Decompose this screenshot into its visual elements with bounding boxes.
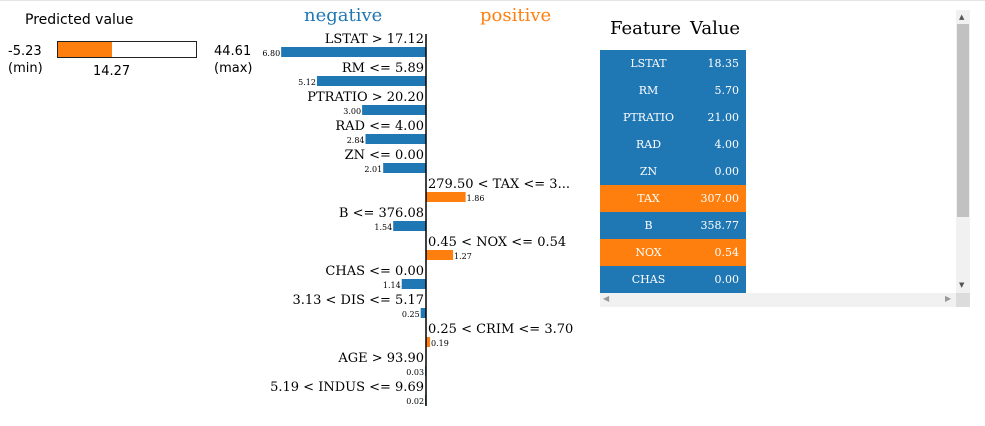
table-row: RM 5.70 <box>600 77 746 104</box>
positive-header: positive <box>480 5 552 26</box>
scroll-down-icon[interactable]: ▼ <box>959 281 965 289</box>
feature-name-cell: B <box>644 219 653 232</box>
bar-value-label: 2.84 <box>347 136 365 145</box>
scroll-left-icon[interactable]: ◀ <box>603 294 610 303</box>
table-header-feature: Feature <box>610 18 681 39</box>
feature-value-cell: 0.00 <box>714 165 740 178</box>
contribution-bar <box>420 308 426 318</box>
bar-value-label: 3.00 <box>343 107 361 116</box>
table-row: LSTAT 18.35 <box>600 50 746 77</box>
bar-value-label: 6.80 <box>262 49 280 58</box>
contribution-bar <box>281 47 426 57</box>
feature-value-cell: 307.00 <box>700 192 740 205</box>
vertical-scroll-thumb[interactable] <box>957 24 969 217</box>
bar-category-label: RM <= 5.89 <box>342 61 424 76</box>
bar-category-label: PTRATIO > 20.20 <box>307 90 424 105</box>
bar-category-label: B <= 376.08 <box>339 206 424 221</box>
bar-value-label: 1.27 <box>454 252 472 261</box>
feature-value-cell: 0.00 <box>714 273 740 286</box>
bar-category-label: ZN <= 0.00 <box>345 148 424 163</box>
feature-name-cell: ZN <box>639 165 658 178</box>
table-header-value: Value <box>690 18 741 39</box>
predicted-value-bar <box>57 41 197 58</box>
table-row: ZN 0.00 <box>600 158 746 185</box>
predicted-max: 44.61 (max) <box>214 43 252 77</box>
bar-value-label: 1.14 <box>383 281 401 290</box>
predicted-max-value: 44.61 <box>214 44 252 59</box>
contribution-bar <box>393 221 426 231</box>
bar-category-label: 3.13 < DIS <= 5.17 <box>292 293 424 308</box>
bar-value-label: 0.02 <box>406 397 424 406</box>
table-row: PTRATIO 21.00 <box>600 104 746 131</box>
feature-name-cell: RM <box>638 84 659 97</box>
table-row: NOX 0.54 <box>600 239 746 266</box>
feature-contribution-chart: LSTAT > 17.12 6.80 RM <= 5.89 5.12 PTRATIO >… <box>262 32 573 406</box>
bar-category-label: CHAS <= 0.00 <box>325 264 424 279</box>
contribution-bar <box>426 250 454 260</box>
contribution-bar <box>426 192 466 202</box>
bar-category-label: 0.45 < NOX <= 0.54 <box>428 235 566 250</box>
table-row: B 358.77 <box>600 212 746 239</box>
scroll-up-icon[interactable]: ▲ <box>959 13 965 21</box>
bar-category-label: 0.25 < CRIM <= 3.70 <box>428 322 573 337</box>
predicted-value-title: Predicted value <box>25 12 134 28</box>
bar-value-label: 1.86 <box>467 194 485 203</box>
feature-name-cell: NOX <box>635 246 662 259</box>
predicted-value-fill <box>58 42 112 57</box>
predicted-min: -5.23 (min) <box>8 43 43 77</box>
contribution-bar <box>362 105 426 115</box>
top-divider <box>0 0 985 1</box>
bar-category-label: RAD <= 4.00 <box>335 119 424 134</box>
contribution-bar <box>426 337 431 347</box>
bar-value-label: 0.03 <box>406 368 424 377</box>
bar-category-label: LSTAT > 17.12 <box>325 32 424 47</box>
bar-value-label: 0.25 <box>402 310 420 319</box>
predicted-min-label: (min) <box>8 61 43 76</box>
feature-name-cell: RAD <box>635 138 662 151</box>
table-row: TAX 307.00 <box>600 185 746 212</box>
feature-name-cell: LSTAT <box>630 57 667 70</box>
feature-name-cell: PTRATIO <box>622 111 675 124</box>
contribution-bar <box>401 279 426 289</box>
table-row: RAD 4.00 <box>600 131 746 158</box>
feature-value-table: LSTAT 18.35 RM 5.70 PTRATIO 21.00 RAD 4.00 ZN 0.0… <box>600 50 746 293</box>
table-row: CHAS 0.00 <box>600 266 746 293</box>
predicted-min-value: -5.23 <box>8 44 42 59</box>
predicted-value-number: 14.27 <box>92 64 131 79</box>
feature-value-cell: 18.35 <box>707 57 740 70</box>
bar-category-label: 5.19 < INDUS <= 9.69 <box>270 380 424 395</box>
predicted-max-label: (max) <box>214 61 253 76</box>
contribution-bar <box>316 76 426 86</box>
scrollbar-corner <box>956 293 970 307</box>
feature-value-cell: 5.70 <box>714 84 740 97</box>
vertical-scrollbar[interactable]: ▲ ▼ <box>956 10 970 293</box>
bar-category-label: 279.50 < TAX <= 3... <box>428 177 570 192</box>
feature-value-cell: 0.54 <box>714 246 740 259</box>
feature-value-cell: 4.00 <box>714 138 740 151</box>
contribution-bar <box>365 134 426 144</box>
bar-value-label: 2.01 <box>364 165 382 174</box>
horizontal-scrollbar[interactable]: ◀ ▶ <box>600 293 956 307</box>
feature-name-cell: CHAS <box>631 273 666 286</box>
bar-value-label: 1.54 <box>374 223 392 232</box>
scroll-right-icon[interactable]: ▶ <box>945 294 952 303</box>
feature-value-cell: 21.00 <box>707 111 740 124</box>
bar-value-label: 0.19 <box>431 339 449 348</box>
negative-header: negative <box>304 5 383 26</box>
contribution-bar <box>383 163 426 173</box>
feature-name-cell: TAX <box>637 192 660 205</box>
feature-value-cell: 358.77 <box>700 219 740 232</box>
bar-category-label: AGE > 93.90 <box>337 351 424 366</box>
bar-value-label: 5.12 <box>298 78 316 87</box>
